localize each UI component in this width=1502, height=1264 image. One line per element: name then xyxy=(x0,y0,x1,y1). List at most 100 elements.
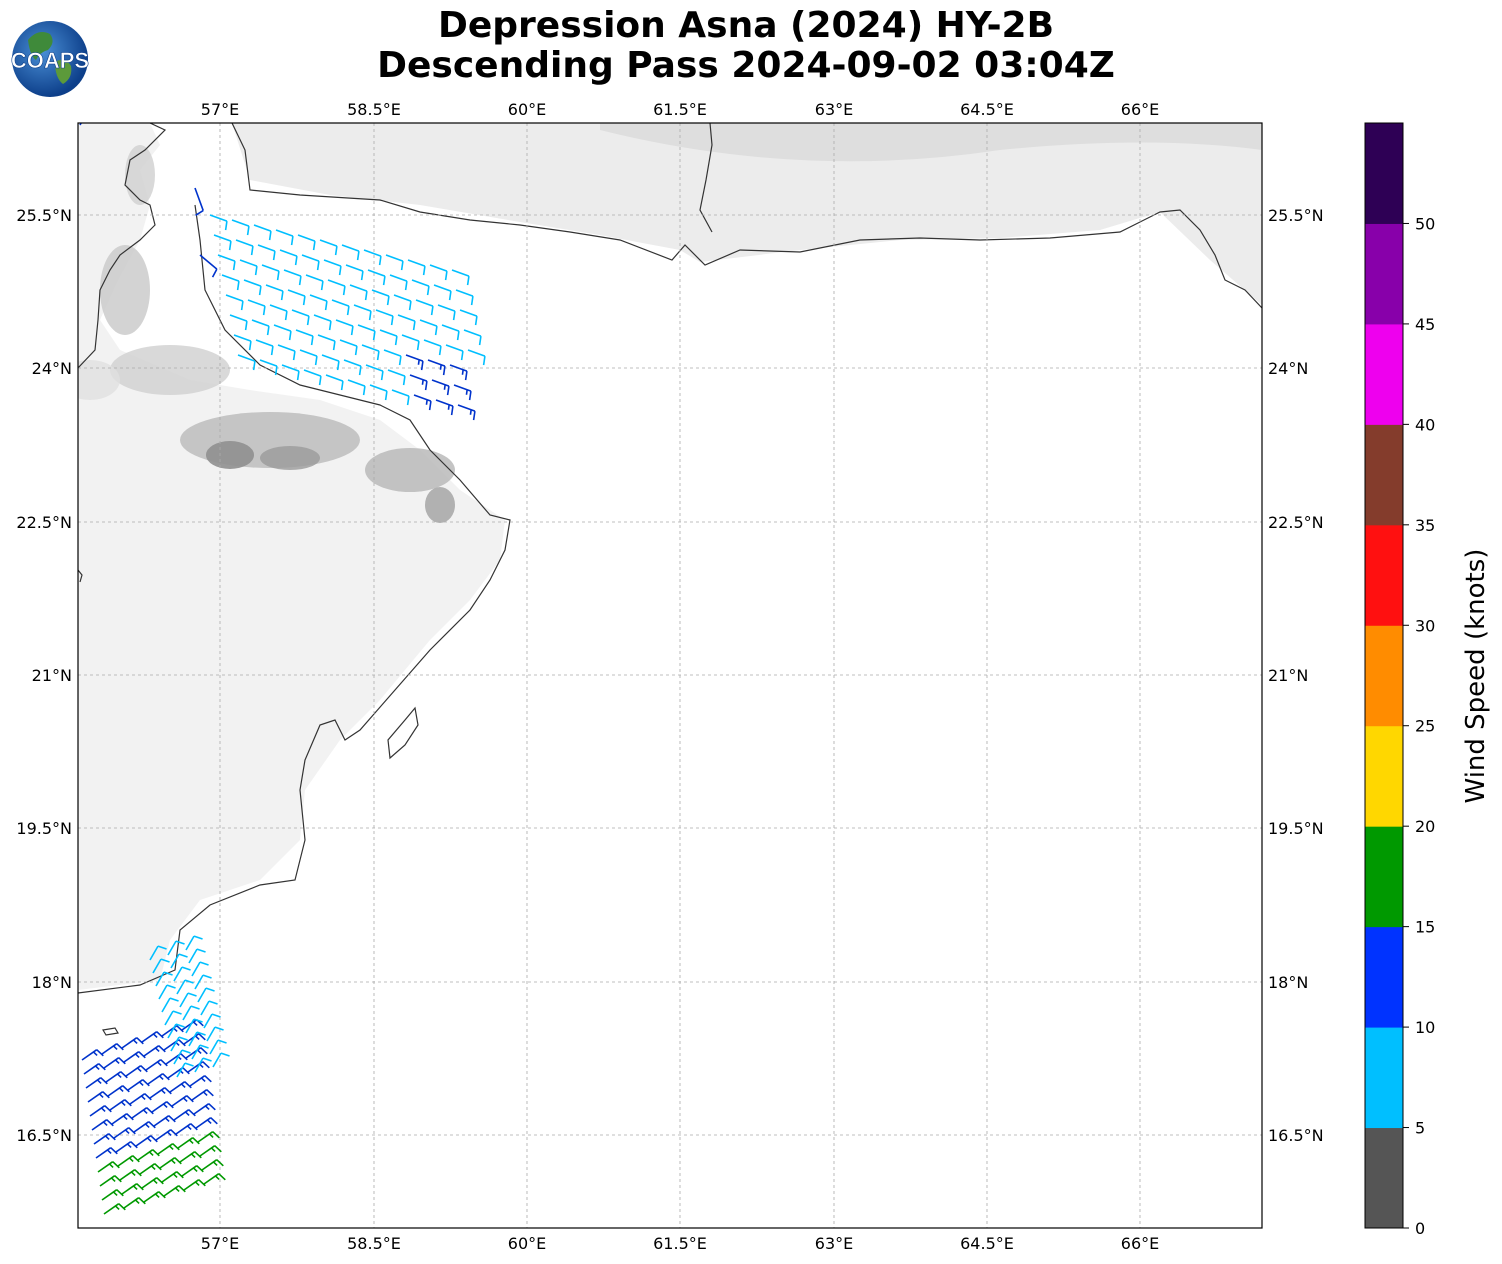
wind-barb xyxy=(146,1060,167,1070)
wind-barb xyxy=(414,395,431,410)
colorbar-tick-label: 20 xyxy=(1415,817,1435,836)
wind-barb xyxy=(324,260,341,275)
colorbar-tick-label: 45 xyxy=(1415,315,1435,334)
wind-barb xyxy=(192,1090,213,1100)
wind-barb xyxy=(408,260,425,275)
wind-barb xyxy=(252,320,269,335)
lon-tick-bottom: 57°E xyxy=(201,1234,239,1253)
wind-barb xyxy=(218,255,235,270)
lon-tick-bottom: 60°E xyxy=(508,1234,546,1253)
wind-barb xyxy=(160,1158,181,1168)
lon-tick-bottom: 66°E xyxy=(1121,1234,1159,1253)
wind-barb xyxy=(370,385,387,400)
colorbar-segment xyxy=(1365,1027,1403,1128)
colorbar-label: Wind Speed (knots) xyxy=(1461,549,1491,804)
wind-barb xyxy=(120,1170,141,1180)
lat-tick-left: 19.5°N xyxy=(16,819,72,838)
wind-barb xyxy=(274,325,291,340)
wind-barb xyxy=(183,1006,200,1020)
wind-barb xyxy=(134,1122,155,1132)
wind-barb xyxy=(84,1064,105,1074)
colorbar-segment xyxy=(1365,223,1403,324)
wind-barb xyxy=(126,1066,147,1076)
wind-barb xyxy=(236,240,253,255)
wind-barb xyxy=(204,1174,225,1184)
lon-tick-bottom: 61.5°E xyxy=(653,1234,707,1253)
wind-barb xyxy=(186,936,203,950)
lat-tick-left: 24°N xyxy=(32,359,72,378)
lon-labels-bottom: 57°E 58.5°E 60°E 61.5°E 63°E 64.5°E 66°E xyxy=(201,1234,1159,1253)
colorbar-segment xyxy=(1365,826,1403,927)
wind-barb xyxy=(210,1040,227,1054)
wind-barb xyxy=(171,954,188,968)
wind-barb xyxy=(102,1190,123,1200)
wind-barb xyxy=(162,1172,183,1182)
logo-text: COAPS xyxy=(11,48,89,73)
wind-barb xyxy=(82,1050,103,1060)
wind-barb xyxy=(210,215,227,230)
wind-barb xyxy=(368,270,385,285)
wind-barb xyxy=(292,310,309,325)
colorbar-tick-label: 30 xyxy=(1415,616,1435,635)
wind-barb xyxy=(348,380,365,395)
wind-barb xyxy=(136,1136,157,1146)
wind-barb xyxy=(270,305,287,320)
wind-barb xyxy=(102,1044,123,1054)
wind-barb xyxy=(192,962,209,976)
wind-barb xyxy=(458,405,475,420)
wind-barb xyxy=(464,330,481,345)
wind-barb xyxy=(328,280,345,295)
wind-barb xyxy=(118,1156,139,1166)
wind-barb xyxy=(384,350,401,365)
wind-barb xyxy=(96,1148,117,1158)
wind-barb xyxy=(392,390,409,405)
wind-barb xyxy=(304,370,321,385)
wind-barb xyxy=(336,320,353,335)
colorbar-tick-label: 0 xyxy=(1415,1219,1425,1238)
wind-barb xyxy=(434,285,451,300)
lat-tick-right: 19.5°N xyxy=(1268,819,1324,838)
wind-barb xyxy=(148,1074,169,1084)
lon-tick-bottom: 64.5°E xyxy=(960,1234,1014,1253)
wind-barb xyxy=(410,375,427,390)
wind-barb xyxy=(180,993,197,1007)
colorbar-segment xyxy=(1365,726,1403,827)
land-shading xyxy=(60,123,1262,990)
wind-barb xyxy=(258,245,275,260)
wind-barb xyxy=(394,295,411,310)
wind-barb xyxy=(362,345,379,360)
wind-barb xyxy=(152,1102,173,1112)
colorbar-segment xyxy=(1365,324,1403,425)
wind-barb xyxy=(112,1114,133,1124)
wind-barb xyxy=(164,1186,185,1196)
wind-barb xyxy=(438,305,455,320)
wind-barb xyxy=(432,380,449,395)
wind-barb xyxy=(254,225,271,240)
wind-barb xyxy=(346,265,363,280)
wind-barb xyxy=(150,1088,171,1098)
lat-labels-left: 25.5°N 24°N 22.5°N 21°N 19.5°N 18°N 16.5… xyxy=(16,206,72,1145)
wind-barb xyxy=(213,1053,230,1067)
wind-barb xyxy=(214,235,231,250)
wind-barb xyxy=(344,360,361,375)
wind-barb xyxy=(248,300,265,315)
wind-barb xyxy=(124,1052,145,1062)
lon-tick-top: 64.5°E xyxy=(960,100,1014,119)
wind-barb xyxy=(430,265,447,280)
coaps-logo: COAPS xyxy=(11,21,89,97)
lat-tick-left: 22.5°N xyxy=(16,513,72,532)
wind-barb xyxy=(196,1118,217,1128)
wind-barb xyxy=(198,988,215,1002)
wind-barb xyxy=(159,985,176,999)
wind-barb xyxy=(358,325,375,340)
wind-barb xyxy=(232,220,249,235)
wind-barb xyxy=(168,941,185,955)
wind-barb xyxy=(130,1094,151,1104)
wind-barb xyxy=(204,1014,221,1028)
colorbar-tick-label: 5 xyxy=(1415,1119,1425,1138)
wind-barb xyxy=(176,1124,197,1134)
wind-barb xyxy=(278,345,295,360)
wind-barb xyxy=(100,1176,121,1186)
lon-tick-top: 58.5°E xyxy=(347,100,401,119)
